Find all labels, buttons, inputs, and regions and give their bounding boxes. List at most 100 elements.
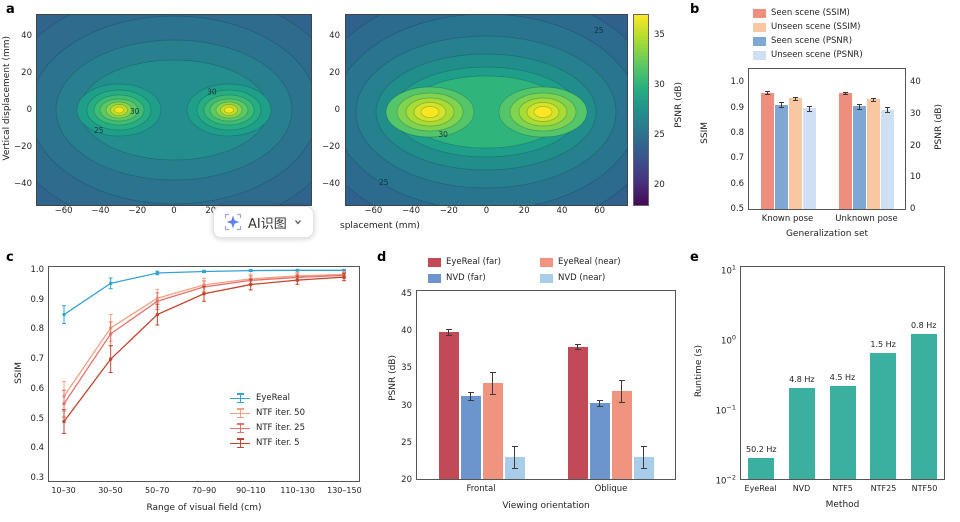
a-colorbar-ticks: 35 30 25 20 [652,14,676,206]
error-bar [599,400,600,407]
tick-label: 30 [654,80,665,91]
bar [438,331,459,479]
tick-label: −60 [364,206,383,216]
panel-e-letter: e [690,250,699,265]
tick-label: −40 [91,206,110,216]
error-bar-cap [445,334,452,336]
tick-label: 10−1 [715,403,736,417]
data-point [202,269,206,274]
tick-label: Frontal [466,484,496,494]
e-xticks: EyeReal NVD NTF5 NTF25 NTF50 [740,484,945,496]
c-xticks: 10–30 30–50 50–70 70–90 90–110 110–130 130–150 [48,486,361,498]
legend-swatch [753,50,766,60]
contour-label: 25 [94,126,104,135]
a-x-axis-label-partial: splacement (mm) [340,221,420,231]
bar [866,99,880,209]
data-point [155,299,160,303]
tick-label: 101 [721,263,736,277]
legend-label: NTF iter. 5 [256,438,300,448]
b-xticks: Known pose Unknown pose [748,214,906,226]
plot-frame [48,266,360,482]
error-bar-cap [618,401,625,403]
legend-entry: EyeReal (far) [428,257,501,267]
legend-marker-part [239,423,241,433]
legend-label: Unseen scene (PSNR) [771,50,863,60]
tick-label: 40 [329,31,340,42]
c-yticks: 1.0 0.9 0.8 0.7 0.6 0.5 0.4 0.3 [26,265,46,483]
error-bar-cap [467,392,474,394]
tick-label: 45 [401,289,412,300]
legend-label: Unseen scene (SSIM) [771,22,861,32]
bar [567,346,588,479]
tick-label: 25 [654,129,665,140]
legend-marker-part [236,393,244,395]
tick-label: −40 [322,178,340,189]
error-bar [577,344,578,349]
error-bar-cap [778,102,784,104]
legend-entry: EyeReal [230,392,305,404]
d-legend: EyeReal (far) NVD (far) EyeReal (near) NVD … [428,257,668,291]
tick-label: 0.6 [730,178,744,189]
tick-label: −20 [439,206,458,216]
legend-label: EyeReal (far) [446,257,501,267]
a-left-yticks: 40 20 0 −20 −40 [12,14,34,206]
bar [829,385,856,479]
ai-ocr-button[interactable]: AI识图 [213,206,314,238]
a-colorbar-label: PSNR (dB) [674,82,684,128]
error-bar-cap [842,94,848,96]
tick-label: NVD [792,484,811,493]
legend-errorbar-marker [230,423,250,434]
legend-marker-part [239,438,241,448]
tick-label: NTF25 [870,484,897,493]
bar [802,108,816,209]
tick-label: 35 [401,363,412,374]
bar [880,109,894,209]
e-plot: 50.2 Hz 4.8 Hz 4.5 Hz 1.5 Hz 0.8 Hz [740,266,945,480]
data-point [342,275,346,279]
legend-marker-part [236,438,244,440]
bar [482,383,503,479]
data-point [62,312,66,317]
bar [870,352,897,479]
error-bar-cap [792,99,798,101]
bar-value-label: 4.5 Hz [829,372,856,382]
panel-c-letter: c [6,250,14,265]
c-x-axis-label: Range of visual field (cm) [146,503,262,513]
legend-swatch [540,273,553,283]
legend-entry: NTF iter. 5 [230,437,305,449]
tick-label: 60 [594,206,606,216]
error-bar-cap [856,108,862,110]
data-point [248,268,253,273]
bar-value-label: 50.2 Hz [746,445,777,455]
error-bar-cap [574,344,581,346]
error-bar [858,103,860,109]
bar [748,458,775,479]
legend-label: NTF iter. 50 [256,408,305,418]
e-x-axis-label: Method [825,500,860,510]
tick-label: 0.3 [30,473,44,483]
tick-label: 0 [910,203,916,214]
contour-bands [36,14,312,206]
tick-label: 1.0 [30,265,44,275]
contour-plot-left: 25 30 30 [36,14,312,206]
chevron-down-icon[interactable] [293,217,303,227]
legend-errorbar-marker [230,438,250,449]
plot-frame [345,14,628,206]
tick-label: 30 [401,400,412,411]
tick-label: 100 [721,333,736,347]
error-bar-cap [467,399,474,401]
legend-label: EyeReal (near) [558,257,621,267]
b-y-axis-label-right: PSNR (dB) [934,104,944,150]
error-bar-cap [618,379,625,381]
tick-label: 30–50 [98,486,123,495]
legend-label: Seen scene (SSIM) [771,8,850,18]
error-bar-cap [870,101,876,102]
data-point [155,271,160,275]
b-yticks-left: 1.0 0.9 0.8 0.7 0.6 0.5 [718,68,746,214]
data-point [155,312,160,317]
error-bar [886,106,888,113]
tick-label: 0.4 [30,443,44,454]
error-bar [794,96,796,100]
legend-swatch [753,8,766,18]
